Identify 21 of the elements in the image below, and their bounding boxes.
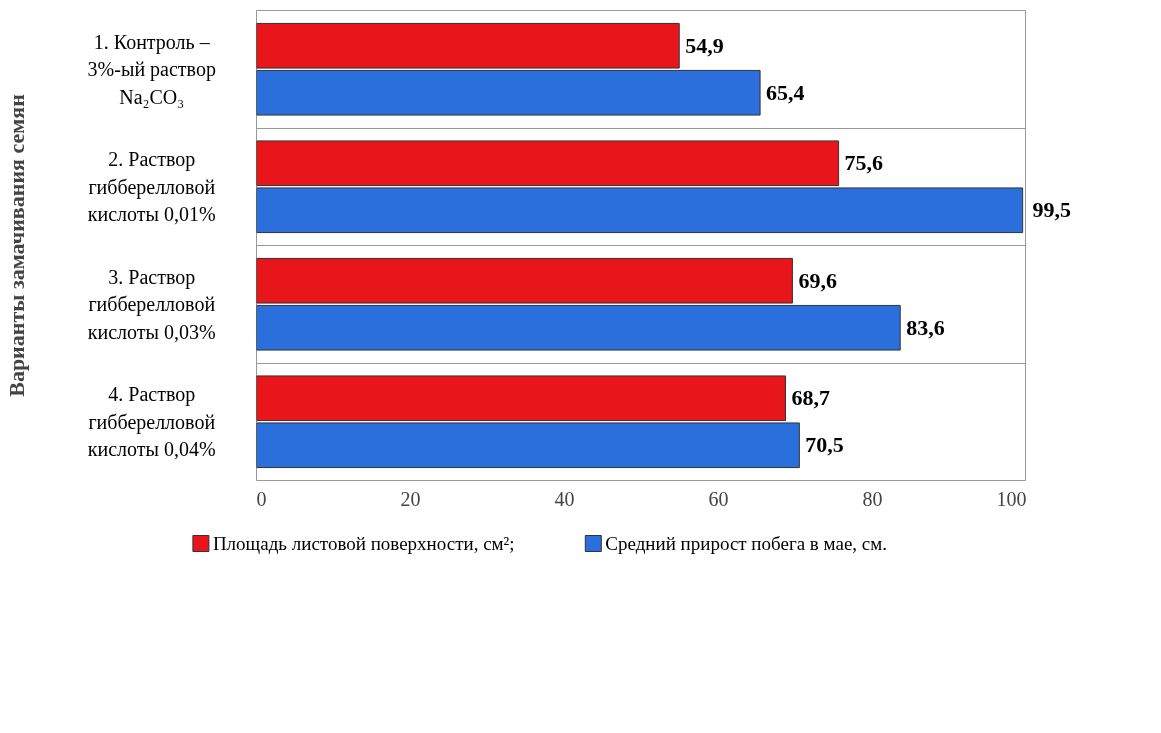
text: 68,7	[791, 385, 830, 411]
legend-label: Площадь листовой поверхности, см²;	[212, 533, 515, 554]
legend-label: Средний прирост побега в мае, см.	[605, 533, 888, 554]
text: 83,6	[906, 314, 945, 340]
y-tick-label: 2. Раствор гибберелловой кислоты 0,01%	[87, 148, 216, 226]
text: 99,5	[1032, 197, 1071, 223]
text: 75,6	[844, 150, 884, 176]
y-tick-label: 4. Раствор гибберелловой кислоты 0,04%	[87, 383, 216, 461]
y-tick-label: 1. Контроль – 3%-ый раствор Na₂CO₃	[87, 30, 216, 108]
x-tick-label: 40	[554, 487, 575, 510]
text: 54,9	[685, 32, 724, 58]
text: 65,4	[766, 79, 805, 105]
x-tick-label: 100	[996, 487, 1027, 510]
x-tick-label: 60	[708, 487, 729, 510]
x-tick-label: 80	[862, 487, 883, 510]
y-axis-title: Варианты замачивания семян	[3, 93, 29, 397]
text: 70,5	[805, 432, 844, 458]
y-tick-label: 3. Раствор гибберелловой кислоты 0,03%	[87, 265, 216, 343]
x-tick-label: 20	[400, 487, 421, 510]
x-tick-label: 0	[256, 487, 267, 510]
text: 69,6	[798, 267, 837, 293]
